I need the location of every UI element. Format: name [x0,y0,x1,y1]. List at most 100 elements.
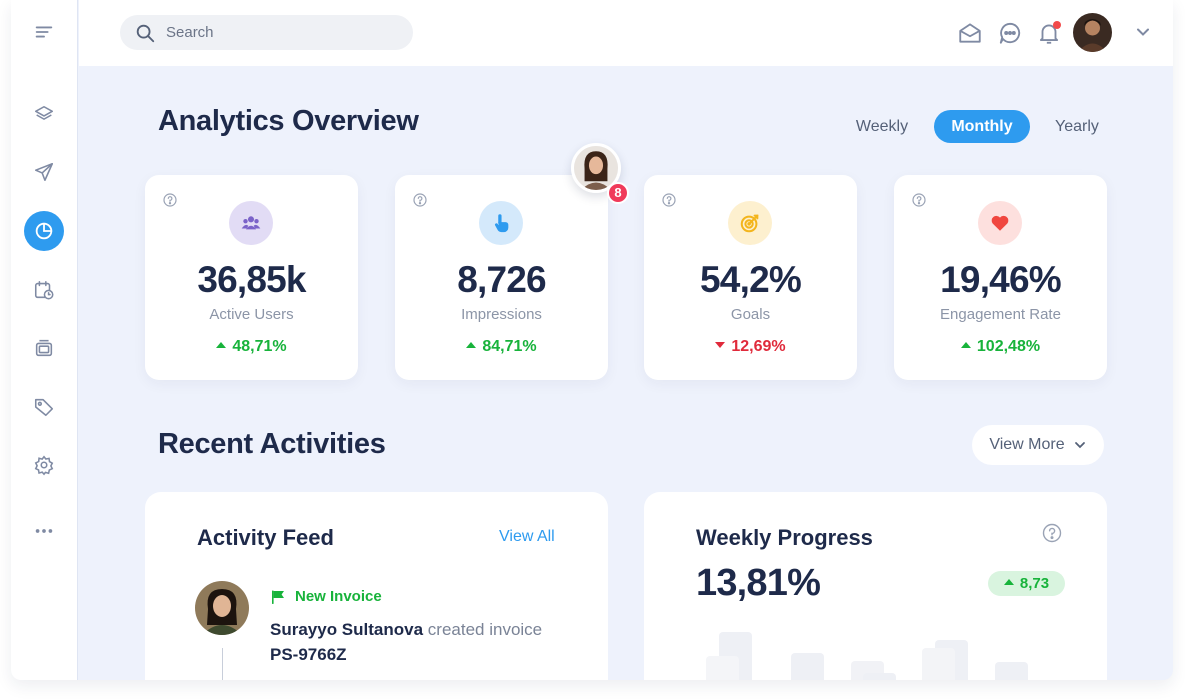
stat-value: 8,726 [457,259,546,300]
activity-feed-card: Activity Feed View All New Invoice Suray… [145,492,608,680]
stat-card-goals: 54,2% Goals 12,69% [644,175,857,380]
chat-icon [999,22,1021,44]
progress-bar [922,648,955,680]
chat-button[interactable] [997,20,1023,46]
progress-bar [863,673,896,680]
topbar [79,0,1173,66]
feed-tag-label: New Invoice [295,588,382,605]
progress-bars [706,632,1028,680]
period-yearly[interactable]: Yearly [1055,118,1099,135]
progress-bar [706,656,739,680]
progress-bar [995,662,1028,680]
progress-change-value: 8,73 [1019,575,1050,592]
stat-change-value: 102,48% [976,338,1041,355]
presence-count-badge: 8 [607,182,629,204]
progress-value: 13,81% [696,562,821,604]
notification-dot [1053,21,1061,29]
sidebar-item-media[interactable] [24,328,64,368]
stat-label: Engagement Rate [940,306,1061,323]
users-icon [229,201,273,245]
stat-value: 36,85k [197,259,306,300]
avatar-portrait [1073,13,1112,52]
timeline-line [222,648,223,680]
avatar-portrait [574,146,618,190]
panel-title: Weekly Progress [696,525,873,550]
user-avatar[interactable] [1073,13,1112,52]
page-title: Analytics Overview [158,105,419,137]
mail-button[interactable] [957,20,983,46]
section-title: Recent Activities [158,428,386,460]
sidebar-item-settings[interactable] [24,445,64,485]
feed-user[interactable]: Surayyo Sultanova [270,620,424,639]
trend-up-icon [216,341,227,348]
flag-icon [272,590,284,604]
stat-label: Active Users [209,306,294,323]
layers-icon [34,105,54,120]
gear-icon [34,455,54,476]
sidebar-item-send[interactable] [24,152,64,192]
weekly-progress-card: Weekly Progress 13,81% 8,73 [644,492,1107,680]
presence-avatar[interactable] [571,143,621,193]
menu-button[interactable] [24,12,64,52]
pointer-hand-icon [479,201,523,245]
panel-title: Activity Feed [197,525,334,550]
bell-icon [1039,24,1059,44]
period-weekly[interactable]: Weekly [855,118,909,135]
send-icon [34,162,54,182]
stat-value: 54,2% [700,259,802,300]
stat-card-engagement: 19,46% Engagement Rate 102,48% [894,175,1107,380]
menu-icon [35,26,53,38]
stat-change-value: 12,69% [731,338,786,355]
pie-chart-icon [35,222,53,240]
feed-tag: New Invoice [270,588,382,605]
stat-change: 84,71% [395,338,608,356]
help-icon[interactable] [912,193,926,207]
period-monthly[interactable]: Monthly [934,110,1030,143]
sidebar-item-analytics[interactable] [24,211,64,251]
search-bar[interactable] [120,15,413,50]
chevron-down-icon [1074,442,1085,449]
feed-action: created invoice [427,620,543,639]
stat-change: 102,48% [894,338,1107,356]
feed-avatar[interactable] [195,581,249,635]
stat-change: 48,71% [145,338,358,356]
stat-card-impressions: 8,726 Impressions 84,71% [395,175,608,380]
help-icon[interactable] [662,193,676,207]
help-icon[interactable] [1042,523,1062,543]
sidebar-item-more[interactable] [24,511,64,551]
search-icon [136,24,155,42]
calendar-clock-icon [34,280,54,300]
trend-up-icon [1003,579,1014,586]
stat-value: 19,46% [940,259,1062,300]
app-window: Analytics Overview Weekly Monthly Yearly… [11,0,1173,680]
media-icon [35,339,53,357]
trend-up-icon [466,341,477,348]
view-all-link[interactable]: View All [499,528,555,545]
progress-bar [791,653,824,680]
view-more-button[interactable]: View More [972,425,1104,465]
progress-change-badge: 8,73 [988,571,1065,596]
stat-change: 12,69% [644,338,857,356]
chevron-down-icon[interactable] [1133,22,1153,42]
feed-ref[interactable]: PS-9766Z [270,645,347,664]
stat-label: Impressions [461,306,542,323]
more-dots-icon [35,529,53,533]
sidebar-item-layers[interactable] [24,95,64,135]
notifications-button[interactable] [1036,20,1062,46]
view-more-label: View More [989,436,1065,453]
search-input[interactable] [166,24,406,41]
trend-down-icon [715,341,726,348]
feed-text: Surayyo Sultanova created invoice PS-976… [270,617,570,667]
help-icon[interactable] [163,193,177,207]
heart-icon [978,201,1022,245]
stat-card-active-users: 36,85k Active Users 48,71% [145,175,358,380]
sidebar-item-schedule[interactable] [24,270,64,310]
target-icon [728,201,772,245]
mail-icon [959,23,981,43]
trend-up-icon [960,341,971,348]
stat-change-value: 84,71% [482,338,537,355]
tag-icon [34,398,54,417]
sidebar-item-tags[interactable] [24,387,64,427]
help-icon[interactable] [413,193,427,207]
sidebar [11,0,78,680]
